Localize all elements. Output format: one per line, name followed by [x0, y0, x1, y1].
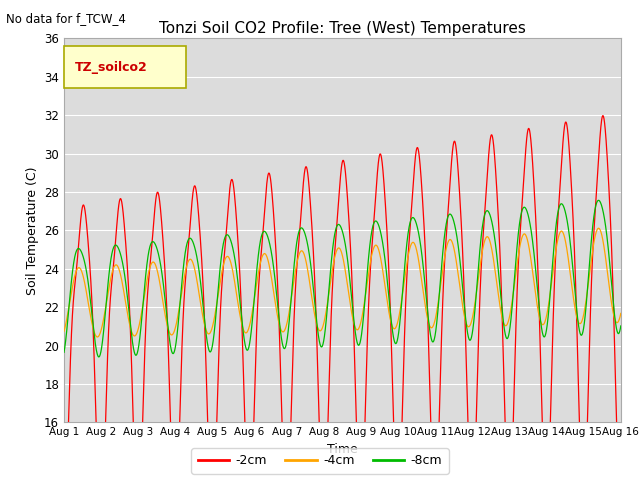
X-axis label: Time: Time: [327, 443, 358, 456]
Text: No data for f_TCW_4: No data for f_TCW_4: [6, 12, 126, 25]
Text: TZ_soilco2: TZ_soilco2: [75, 60, 148, 74]
Y-axis label: Soil Temperature (C): Soil Temperature (C): [26, 166, 38, 295]
Title: Tonzi Soil CO2 Profile: Tree (West) Temperatures: Tonzi Soil CO2 Profile: Tree (West) Temp…: [159, 21, 526, 36]
Legend: -2cm, -4cm, -8cm: -2cm, -4cm, -8cm: [191, 448, 449, 474]
FancyBboxPatch shape: [64, 46, 186, 88]
